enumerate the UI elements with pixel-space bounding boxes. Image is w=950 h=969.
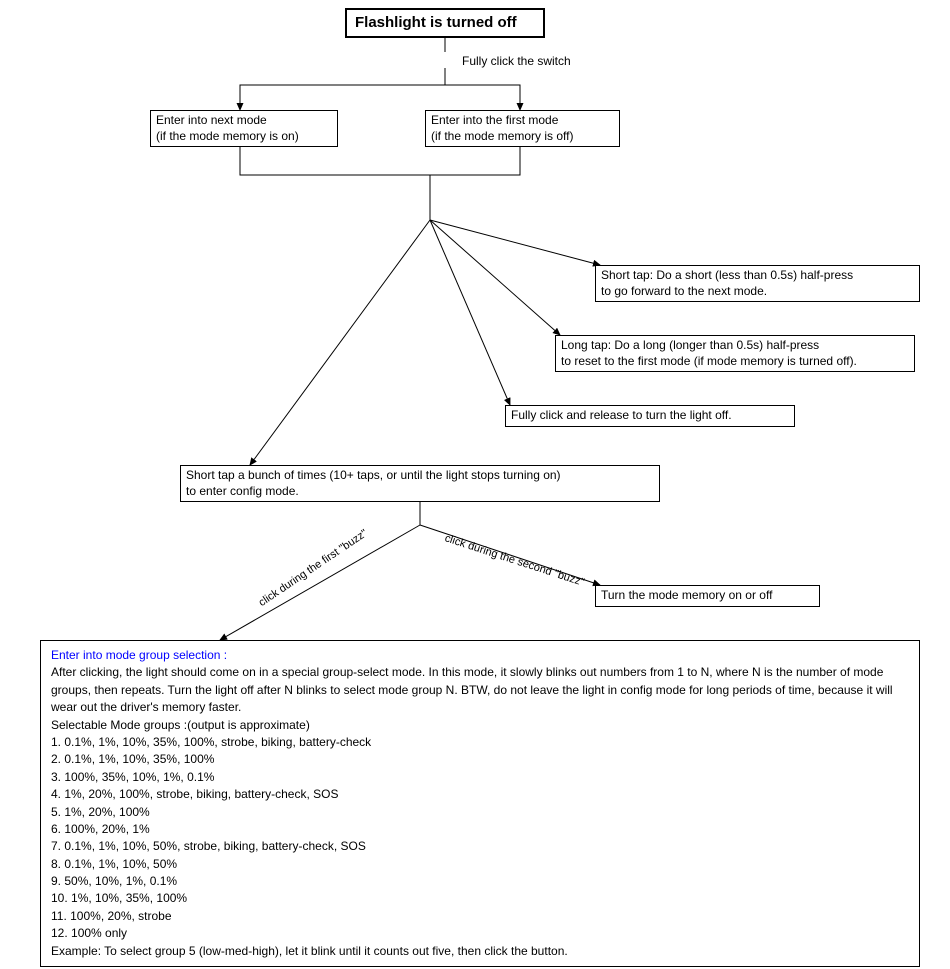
mode-group-example: Example: To select group 5 (low-med-high… xyxy=(51,944,568,958)
node-next-mode: Enter into next mode(if the mode memory … xyxy=(150,110,338,147)
node-long-tap: Long tap: Do a long (longer than 0.5s) h… xyxy=(555,335,915,372)
node-full-click: Fully click and release to turn the ligh… xyxy=(505,405,795,427)
node-short-tap: Short tap: Do a short (less than 0.5s) h… xyxy=(595,265,920,302)
node-config-mode: Short tap a bunch of times (10+ taps, or… xyxy=(180,465,660,502)
mode-group-paragraph: After clicking, the light should come on… xyxy=(51,665,893,714)
flowchart-canvas: Flashlight is turned off Fully click the… xyxy=(0,0,950,969)
node-start: Flashlight is turned off xyxy=(345,8,545,38)
node-mode-group-selection: Enter into mode group selection : After … xyxy=(40,640,920,967)
edge-label-first-buzz: click during the first "buzz" xyxy=(257,527,370,609)
edge-label-second-buzz: click during the second "buzz" xyxy=(443,532,586,589)
mode-group-subheading: Selectable Mode groups :(output is appro… xyxy=(51,718,310,732)
label-fully-click: Fully click the switch xyxy=(462,54,571,68)
node-memory-toggle: Turn the mode memory on or off xyxy=(595,585,820,607)
mode-group-list: 1. 0.1%, 1%, 10%, 35%, 100%, strobe, bik… xyxy=(51,735,371,940)
node-first-mode: Enter into the first mode(if the mode me… xyxy=(425,110,620,147)
mode-group-title: Enter into mode group selection : xyxy=(51,648,227,662)
